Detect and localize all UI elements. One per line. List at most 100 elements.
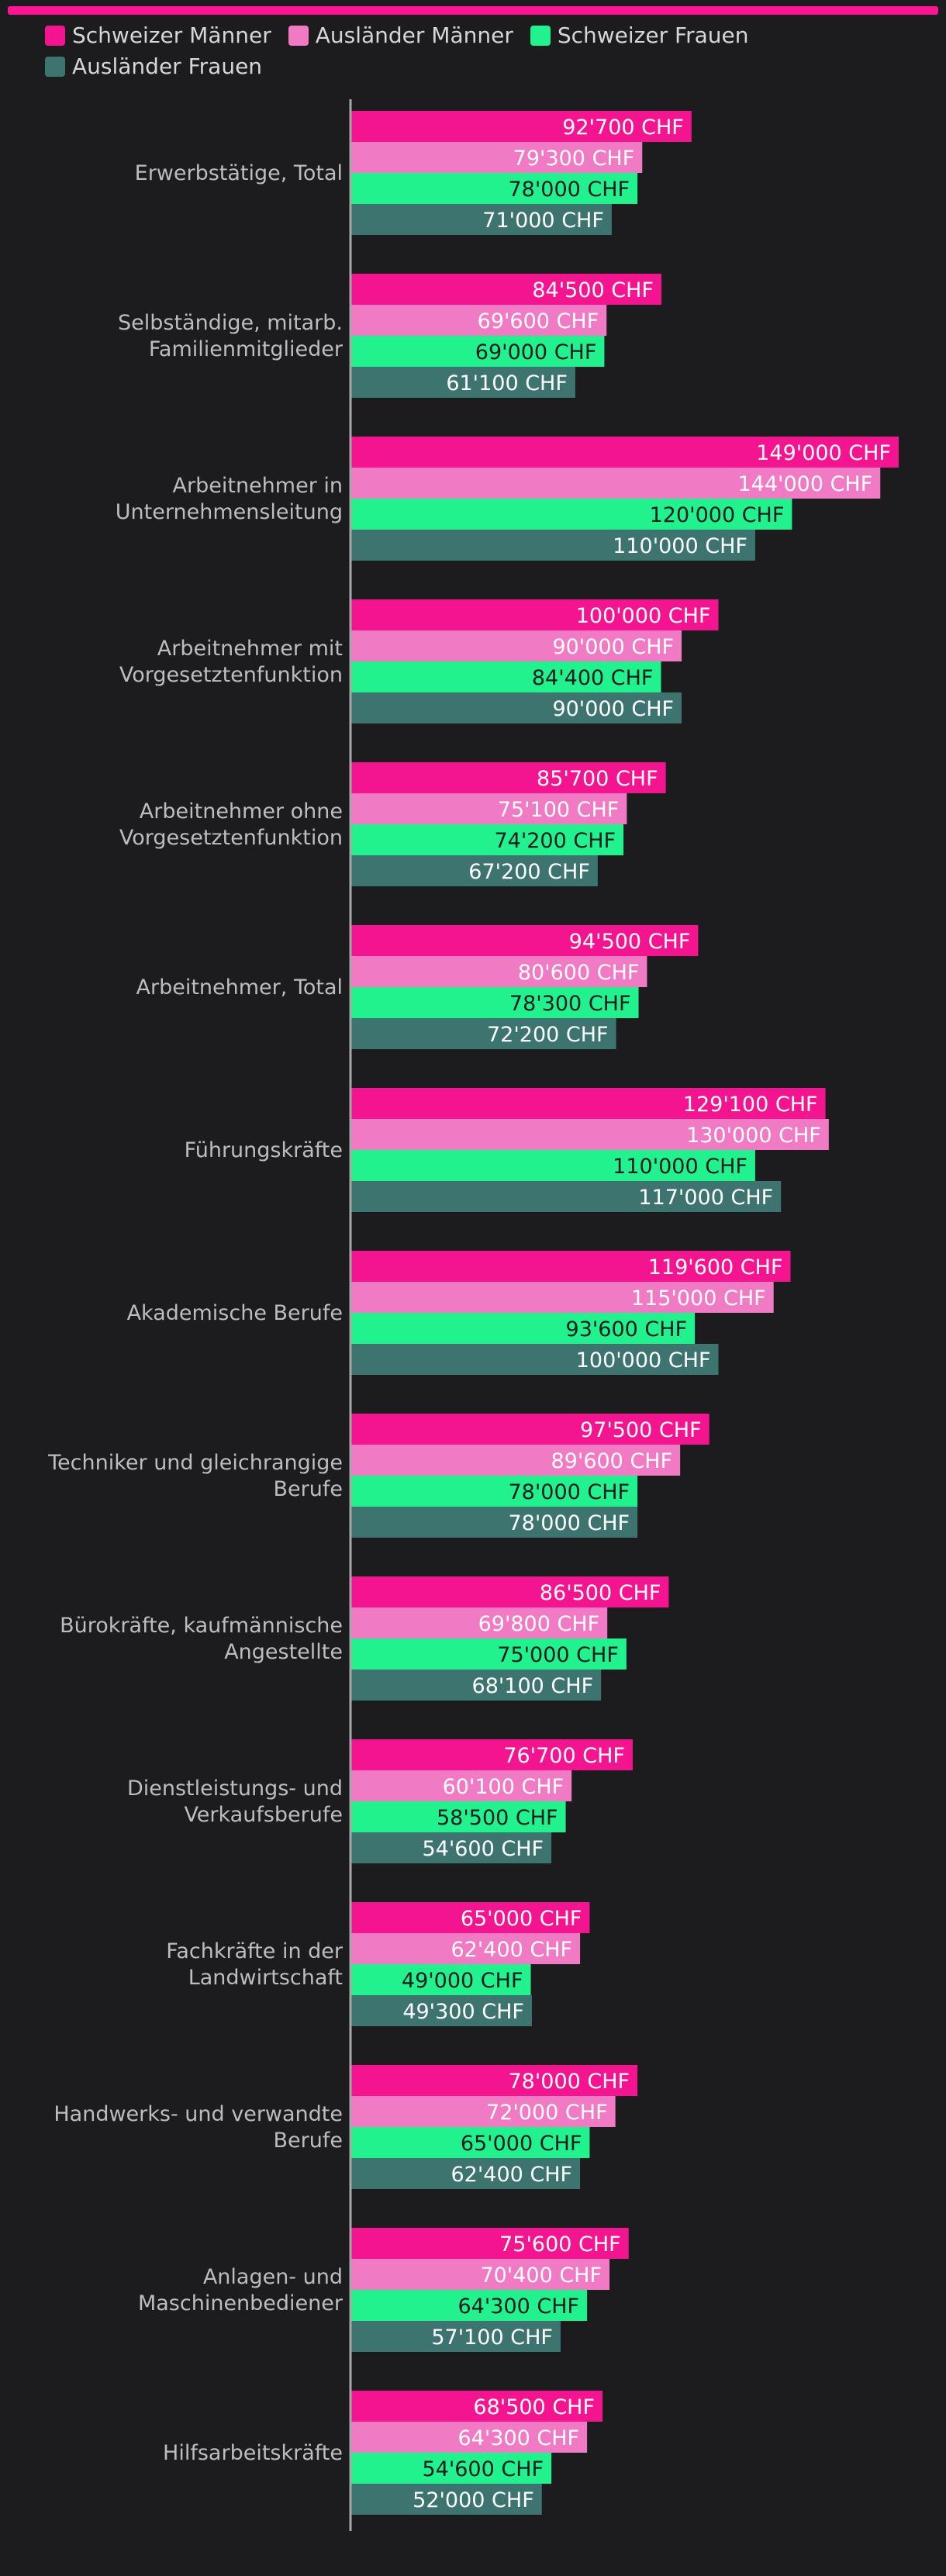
value-label: 68'500 CHF <box>473 2395 595 2419</box>
bar[interactable] <box>350 2158 581 2189</box>
bar[interactable] <box>350 1313 696 1344</box>
category-label: Dienstleistungs- und <box>127 1777 343 1801</box>
legend-item-auslaender-maenner[interactable]: Ausländer Männer <box>288 20 513 51</box>
bar[interactable] <box>350 2096 616 2127</box>
value-label: 71'000 CHF <box>482 209 604 233</box>
bar[interactable] <box>350 1119 829 1150</box>
bar[interactable] <box>350 987 639 1018</box>
bar[interactable] <box>350 1476 638 1507</box>
category-label: Unternehmensleitung <box>116 500 343 524</box>
value-label: 90'000 CHF <box>552 697 674 721</box>
bar[interactable] <box>350 1445 681 1476</box>
category-label: Verkaufsberufe <box>184 1803 343 1827</box>
value-label: 86'500 CHF <box>540 1581 661 1605</box>
value-label: 119'600 CHF <box>648 1255 783 1279</box>
bar[interactable] <box>350 274 661 305</box>
bar[interactable] <box>350 2391 603 2422</box>
legend-swatch <box>45 26 65 46</box>
bar[interactable] <box>350 1933 581 1964</box>
bar[interactable] <box>350 1150 755 1181</box>
value-label: 75'000 CHF <box>497 1643 619 1667</box>
category-label: Vorgesetztenfunktion <box>119 826 343 850</box>
value-label: 85'700 CHF <box>537 767 658 791</box>
bar[interactable] <box>350 1576 669 1607</box>
bar[interactable] <box>350 305 607 336</box>
value-label: 74'200 CHF <box>494 829 616 853</box>
category-label: Selbständige, mitarb. <box>118 311 343 335</box>
bar[interactable] <box>350 661 661 692</box>
bar[interactable] <box>350 630 682 661</box>
bar[interactable] <box>350 925 699 956</box>
category-label: Fachkräfte in der <box>166 1939 344 1963</box>
bar[interactable] <box>350 1995 532 2026</box>
bar[interactable] <box>350 1344 719 1375</box>
bar[interactable] <box>350 793 627 824</box>
bar[interactable] <box>350 824 624 855</box>
bar[interactable] <box>350 855 598 886</box>
bar[interactable] <box>350 204 612 235</box>
bar[interactable] <box>350 2127 590 2158</box>
legend-label: Ausländer Männer <box>315 22 513 48</box>
bar[interactable] <box>350 692 682 723</box>
bar[interactable] <box>350 1638 627 1670</box>
bar[interactable] <box>350 336 605 367</box>
bar[interactable] <box>350 2259 610 2290</box>
bar[interactable] <box>350 762 666 793</box>
bar[interactable] <box>350 2453 552 2484</box>
bar[interactable] <box>350 599 719 630</box>
category-label: Erwerbstätige, Total <box>135 161 343 185</box>
bar[interactable] <box>350 2065 638 2096</box>
bar[interactable] <box>350 1251 791 1282</box>
value-label: 78'000 CHF <box>509 2070 630 2094</box>
bar[interactable] <box>350 1018 616 1049</box>
value-label: 72'000 CHF <box>486 2101 608 2125</box>
bar[interactable] <box>350 1832 552 1863</box>
bar[interactable] <box>350 367 575 398</box>
bar[interactable] <box>350 2484 542 2515</box>
bar[interactable] <box>350 1181 782 1212</box>
legend-item-auslaender-frauen[interactable]: Ausländer Frauen <box>45 51 262 82</box>
bar[interactable] <box>350 468 881 499</box>
legend-item-schweizer-frauen[interactable]: Schweizer Frauen <box>530 20 749 51</box>
bar[interactable] <box>350 2228 629 2259</box>
value-label: 67'200 CHF <box>468 860 590 884</box>
bar[interactable] <box>350 1770 572 1801</box>
value-label: 120'000 CHF <box>650 503 785 527</box>
value-label: 78'000 CHF <box>509 1480 630 1504</box>
bar[interactable] <box>350 499 792 530</box>
value-label: 61'100 CHF <box>446 371 568 395</box>
bar[interactable] <box>350 2422 588 2453</box>
legend-item-schweizer-maenner[interactable]: Schweizer Männer <box>45 20 271 51</box>
bar[interactable] <box>350 173 638 204</box>
bar[interactable] <box>350 1507 638 1538</box>
bar[interactable] <box>350 111 692 142</box>
bar[interactable] <box>350 437 899 468</box>
bar[interactable] <box>350 1964 531 1995</box>
bar[interactable] <box>350 956 647 987</box>
category-label: Anlagen- und <box>203 2265 343 2289</box>
value-label: 92'700 CHF <box>562 116 684 140</box>
bar[interactable] <box>350 1282 774 1313</box>
bar[interactable] <box>350 1739 633 1770</box>
category-label: Arbeitnehmer mit <box>157 637 343 661</box>
bar[interactable] <box>350 530 755 561</box>
category-label: Bürokräfte, kaufmännische <box>60 1614 343 1638</box>
value-label: 54'600 CHF <box>422 1837 544 1861</box>
bar[interactable] <box>350 1670 602 1701</box>
bar[interactable] <box>350 1088 826 1119</box>
legend-label: Ausländer Frauen <box>72 54 263 79</box>
chart-legend: Schweizer Männer Ausländer Männer Schweize… <box>45 20 913 82</box>
value-label: 144'000 CHF <box>738 472 873 496</box>
bar[interactable] <box>350 2290 588 2321</box>
bar[interactable] <box>350 1801 566 1832</box>
value-label: 115'000 CHF <box>631 1286 766 1310</box>
value-label: 117'000 CHF <box>638 1186 773 1210</box>
bar[interactable] <box>350 1414 710 1445</box>
bar[interactable] <box>350 1607 608 1638</box>
bar[interactable] <box>350 142 643 173</box>
legend-label: Schweizer Frauen <box>557 22 749 48</box>
value-label: 64'300 CHF <box>458 2426 580 2450</box>
legend-swatch <box>530 26 551 46</box>
bar[interactable] <box>350 1902 590 1933</box>
bar[interactable] <box>350 2321 561 2352</box>
